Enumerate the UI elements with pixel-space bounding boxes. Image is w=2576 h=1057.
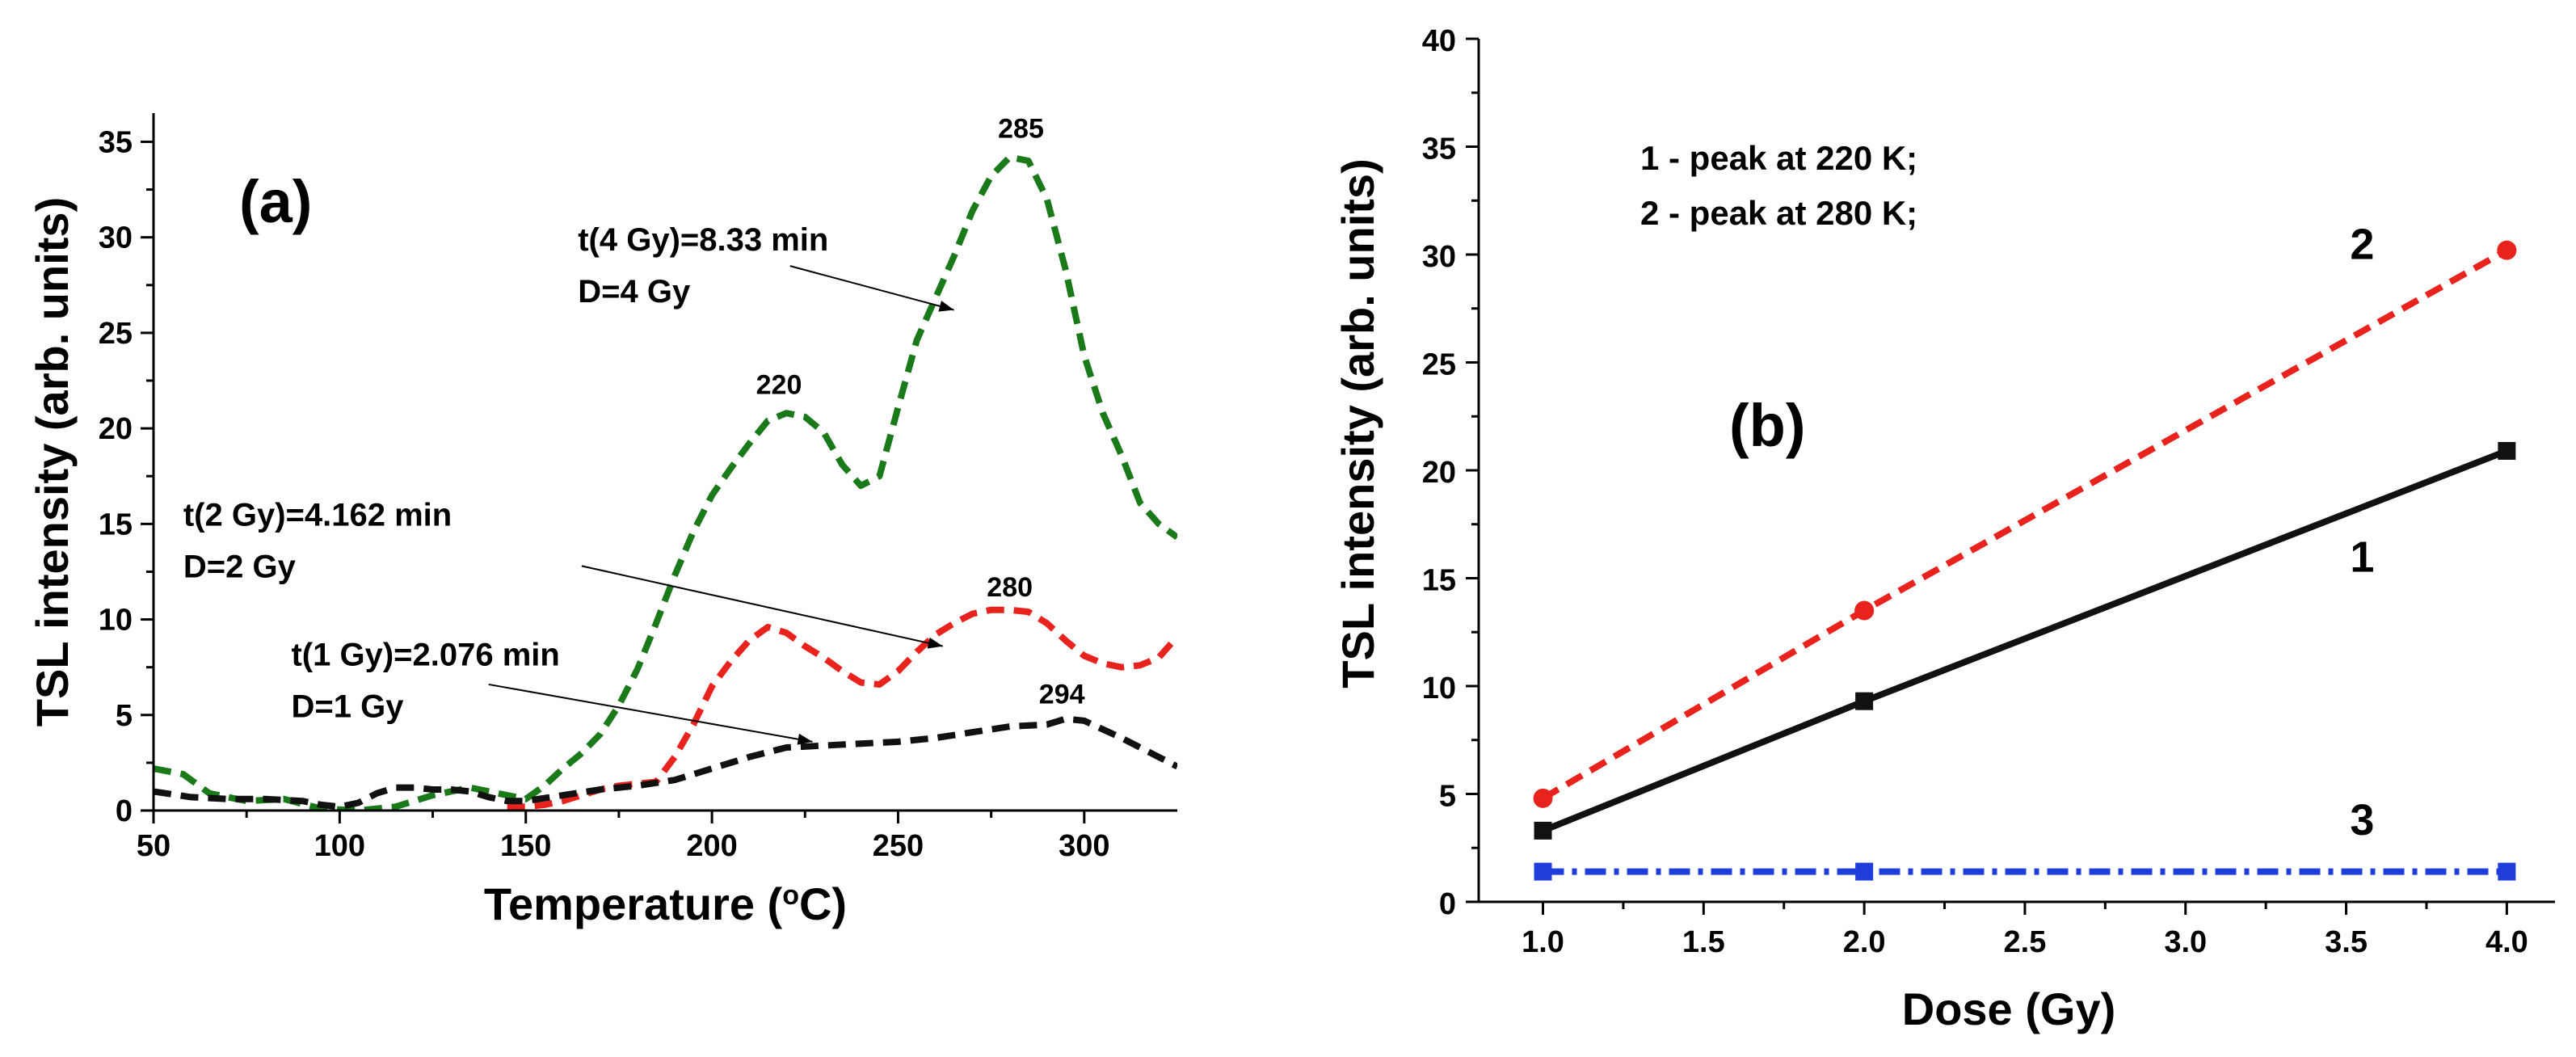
x-tick-label: 150 [500, 829, 551, 863]
x-tick-label: 2.5 [2004, 925, 2047, 959]
x-tick-label: 3.0 [2164, 925, 2207, 959]
panel-b-labels: 1 - peak at 220 K; 2 - peak at 280 K; 2 1 3 [1640, 139, 2374, 844]
peak-label: 220 [756, 370, 802, 401]
annotation-dose: D=1 Gy [291, 689, 404, 724]
series-line-2 [1541, 247, 2509, 802]
annotation-time: t(2 Gy)=4.162 min [183, 498, 452, 533]
series-line-3 [154, 715, 1177, 811]
y-tick-label: 30 [1422, 240, 1456, 274]
x-tick-label: 50 [137, 829, 170, 863]
y-tick-label: 15 [99, 507, 133, 541]
curve-number-label: 2 [2350, 220, 2374, 268]
x-tick-label: 250 [873, 829, 924, 863]
annotation-time: t(1 Gy)=2.076 min [291, 637, 559, 672]
annotation-dose: D=4 Gy [578, 274, 691, 310]
panel-a-axes: 50 100 150 200 250 300 0 5 10 15 20 25 30 35 [99, 113, 1177, 863]
data-point-series-2 [2497, 240, 2517, 260]
x-tick-label: 1.0 [1522, 925, 1564, 959]
x-tick-label: 200 [686, 829, 737, 863]
data-point-series-3 [1534, 862, 1552, 881]
y-tick-label: 25 [1422, 348, 1456, 382]
peak-label: 280 [987, 572, 1033, 603]
panel-b-curves [1533, 240, 2517, 881]
panel-a-annotations: 285 220 280 294 t(4 Gy)=8.33 min D=4 Gy t(2 Gy… [183, 114, 1085, 745]
y-tick-label: 25 [99, 317, 133, 351]
data-point-series-2 [1854, 600, 1875, 621]
panel-a-curves [154, 154, 1177, 811]
legend-entry: 2 - peak at 280 K; [1640, 194, 1917, 232]
panel-b-label: (b) [1729, 392, 1806, 459]
annotation-arrow-head [797, 733, 813, 745]
y-tick-label: 20 [99, 412, 133, 446]
panel-b-x-axis-title: Dose (Gy) [1902, 983, 2116, 1034]
data-point-series-1 [1534, 821, 1552, 840]
y-tick-label: 10 [1422, 672, 1456, 705]
y-tick-label: 5 [1439, 780, 1456, 814]
data-point-series-3 [2498, 862, 2516, 881]
degree-superscript: o [782, 880, 799, 911]
curve-number-label: 1 [2350, 533, 2374, 581]
y-tick-label: 30 [99, 221, 133, 255]
x-tick-label: 2.0 [1843, 925, 1886, 959]
annotation-arrow-head [938, 301, 954, 312]
peak-label: 294 [1039, 680, 1085, 710]
y-tick-label: 35 [1422, 133, 1456, 166]
y-tick-label: 0 [1439, 887, 1456, 921]
curve-number-label: 3 [2350, 796, 2374, 844]
y-tick-label: 15 [1422, 564, 1456, 598]
annotation-dose: D=2 Gy [183, 550, 297, 585]
series-line-1 [154, 154, 1177, 811]
panel-a-label: (a) [239, 168, 312, 235]
x-title-text: Temperature ( [484, 878, 783, 929]
panel-b: 1.0 1.5 2.0 2.5 3.0 3.5 4.0 0 5 10 15 20 25 30 35 40 1 … [1332, 24, 2555, 1034]
data-point-series-1 [2498, 441, 2516, 460]
data-point-series-3 [1855, 862, 1874, 881]
x-tick-label: 4.0 [2486, 925, 2528, 959]
panel-a-x-axis-title: Temperature (oC) [484, 878, 847, 929]
y-tick-label: 40 [1422, 24, 1456, 58]
y-tick-label: 20 [1422, 456, 1456, 490]
data-point-series-2 [1533, 788, 1553, 808]
x-title-unit: C) [799, 878, 847, 929]
panel-b-axes: 1.0 1.5 2.0 2.5 3.0 3.5 4.0 0 5 10 15 20 25 30 35 40 [1422, 24, 2555, 959]
annotation-arrow-line [488, 683, 813, 743]
panel-a-y-axis-title: TSL intensity (arb. units) [27, 197, 78, 726]
annotation-arrow-head [927, 637, 943, 649]
peak-label: 285 [998, 114, 1044, 145]
annotation-time: t(4 Gy)=8.33 min [578, 222, 828, 258]
series-line-1 [1542, 448, 2508, 834]
annotation-arrow-line [789, 265, 954, 311]
y-tick-label: 35 [99, 125, 133, 159]
x-tick-label: 100 [314, 829, 365, 863]
data-point-series-1 [1855, 692, 1874, 710]
y-tick-label: 0 [116, 794, 133, 828]
panel-b-y-axis-title: TSL intensity (arb. units) [1332, 158, 1383, 688]
y-tick-label: 10 [99, 604, 133, 638]
x-tick-label: 1.5 [1682, 925, 1725, 959]
legend-entry: 1 - peak at 220 K; [1640, 139, 1917, 177]
x-tick-label: 3.5 [2325, 925, 2368, 959]
annotation-arrow-line [581, 565, 943, 647]
y-tick-label: 5 [116, 699, 133, 733]
x-tick-label: 300 [1059, 829, 1109, 863]
